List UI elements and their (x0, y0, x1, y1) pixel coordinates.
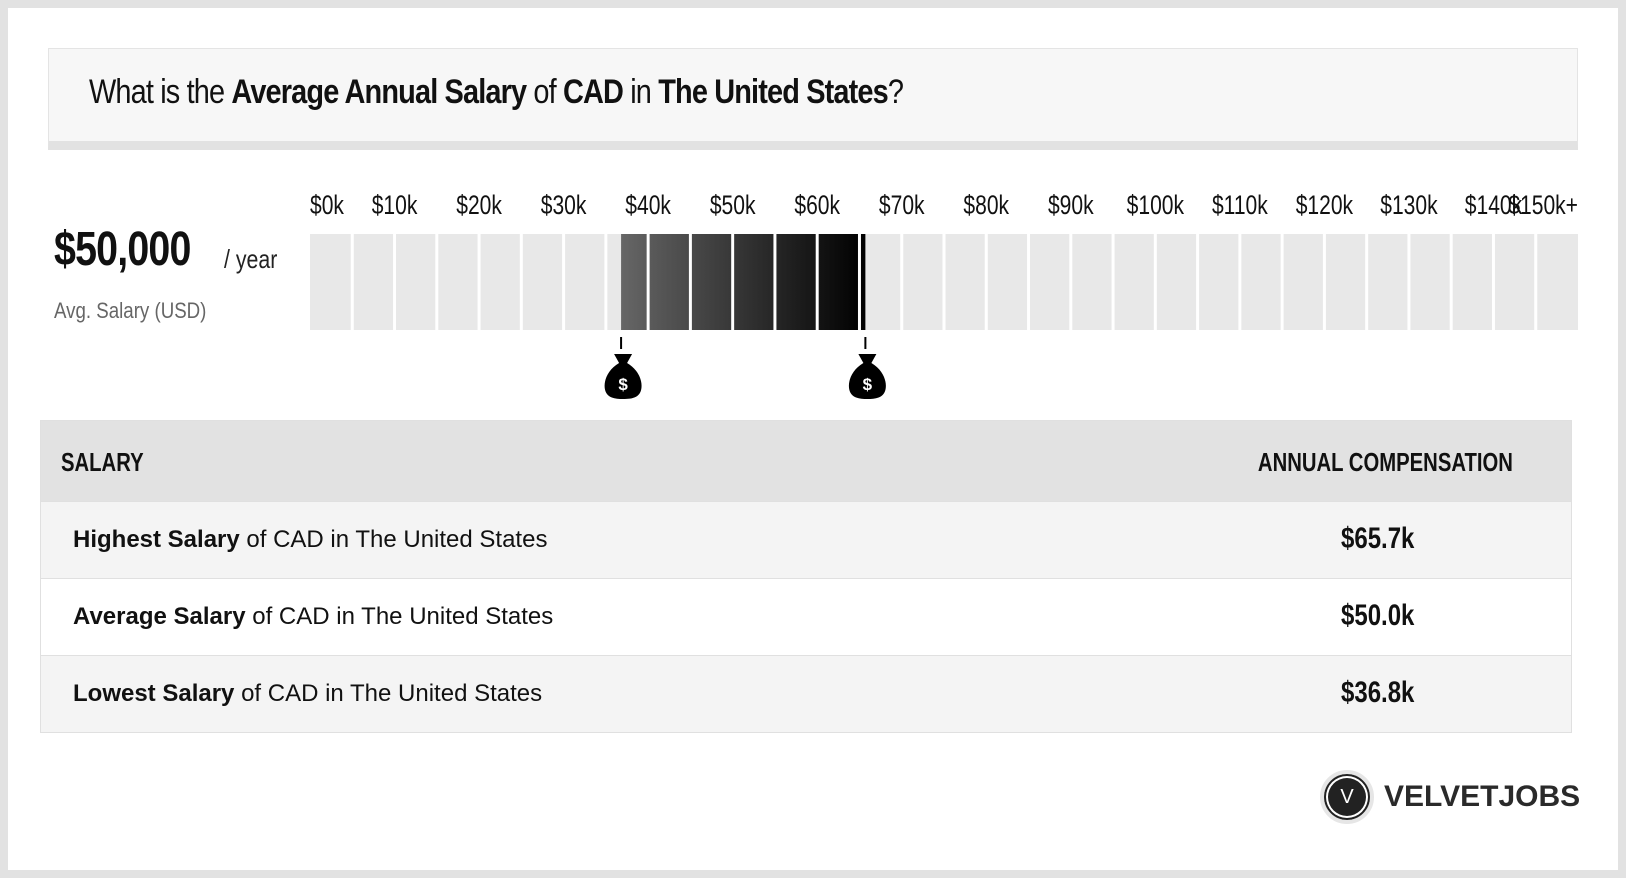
bar-segment (1241, 234, 1281, 330)
title-box: What is the Average Annual Salary of CAD… (48, 48, 1578, 150)
filled-bar-segment (691, 234, 732, 330)
table-row: Highest Salary of CAD in The United Stat… (41, 501, 1571, 578)
page-title: What is the Average Annual Salary of CAD… (89, 73, 904, 112)
title-part: The United States (658, 73, 888, 111)
bar-segment (522, 234, 563, 330)
bar-segment (1072, 234, 1112, 330)
bar-segment (1114, 234, 1154, 330)
column-header-salary: SALARY (61, 447, 144, 477)
bar-segment (1325, 234, 1366, 330)
row-label-bold: Average Salary (73, 603, 246, 630)
table-row: Average Salary of CAD in The United Stat… (41, 578, 1571, 655)
marker-tick (864, 337, 867, 349)
title-part: What is the (89, 73, 232, 111)
row-label-rest: of CAD in The United States (239, 526, 548, 553)
money-bag-shape (848, 354, 886, 399)
bar-segment (1030, 234, 1070, 330)
tick-label: $150k+ (1508, 191, 1578, 221)
tick-label: $50k (710, 191, 756, 221)
table-header: SALARY ANNUAL COMPENSATION (41, 421, 1571, 501)
velvetjobs-logo: V VELVETJOBS (1320, 770, 1580, 824)
average-salary-label: Avg. Salary (USD) (54, 298, 207, 323)
money-bag-icon: $ (604, 354, 642, 399)
tick-label: $30k (541, 191, 587, 221)
bar-segment (860, 234, 901, 330)
bar-segment (1410, 234, 1450, 330)
average-salary: $50,000 / year (54, 222, 277, 277)
tick-label: $130k (1380, 191, 1438, 221)
tick-label: $110k (1212, 191, 1269, 221)
title-part: Average Annual Salary (231, 73, 527, 111)
tick-label: $100k (1127, 191, 1185, 221)
tick-label: $60k (794, 191, 840, 221)
filled-bar-segment (649, 234, 689, 330)
title-part: ? (887, 73, 904, 111)
filled-bar-segment (621, 234, 647, 330)
row-value: $50.0k (1341, 599, 1415, 632)
bar-segment (1199, 234, 1239, 330)
row-label: Highest Salary of CAD in The United Stat… (73, 526, 547, 554)
tick-label: $20k (456, 191, 502, 221)
tick-label: $40k (625, 191, 671, 221)
tick-label: $10k (372, 191, 418, 221)
tick-label: $80k (963, 191, 1009, 221)
row-label-bold: Lowest Salary (73, 680, 235, 707)
row-label: Lowest Salary of CAD in The United State… (73, 680, 542, 708)
tick-label: $140k (1465, 191, 1523, 221)
bar-segment (438, 234, 478, 330)
bar-segment (1452, 234, 1492, 330)
salary-table: SALARY ANNUAL COMPENSATION Highest Salar… (40, 420, 1572, 733)
column-header-compensation: ANNUAL COMPENSATION (1257, 447, 1513, 477)
money-bag-icon: $ (848, 354, 886, 399)
tick-label: $120k (1296, 191, 1354, 221)
filled-bar-segment (734, 234, 774, 330)
tick-label: $90k (1048, 191, 1094, 221)
filled-bar-segment (860, 234, 866, 330)
title-part: CAD (562, 73, 624, 111)
row-label-bold: Highest Salary (73, 526, 240, 553)
logo-mark: V (1320, 770, 1374, 824)
marker-tick (620, 337, 623, 349)
filled-bar-segment (818, 234, 858, 330)
average-salary-unit: / year (224, 244, 278, 274)
bar-segment (1156, 234, 1197, 330)
row-value: $36.8k (1341, 676, 1415, 709)
bar-segment (1537, 234, 1578, 330)
bar-segment (565, 234, 605, 330)
dollar-sign: $ (863, 375, 873, 394)
average-salary-value: $50,000 (54, 223, 191, 276)
table-row: Lowest Salary of CAD in The United State… (41, 655, 1571, 732)
salary-range-chart: $0k $10k $20k $30k $40k $50k $60k $70k $80k $90k $… (310, 191, 1578, 399)
bar-segment (480, 234, 520, 330)
row-label: Average Salary of CAD in The United Stat… (73, 603, 553, 631)
tick-label: $70k (879, 191, 925, 221)
bar-segment (1494, 234, 1535, 330)
bar-segment (987, 234, 1028, 330)
tick-label: $0k (310, 191, 345, 221)
logo-text: VELVETJOBS (1384, 780, 1581, 813)
bar-segment (353, 234, 394, 330)
row-label-rest: of CAD in The United States (234, 680, 543, 707)
row-value: $65.7k (1341, 522, 1415, 555)
title-part: of (526, 73, 563, 111)
title-part: in (623, 73, 659, 111)
dollar-sign: $ (618, 375, 628, 394)
bar-segment (396, 234, 436, 330)
bar-segment (903, 234, 943, 330)
money-bag-shape (604, 354, 642, 399)
bar-segment (310, 234, 351, 330)
row-label-rest: of CAD in The United States (245, 603, 554, 630)
bar-segment (1368, 234, 1408, 330)
bar-segment (945, 234, 985, 330)
filled-bar-segment (776, 234, 816, 330)
bar-segment (1283, 234, 1323, 330)
